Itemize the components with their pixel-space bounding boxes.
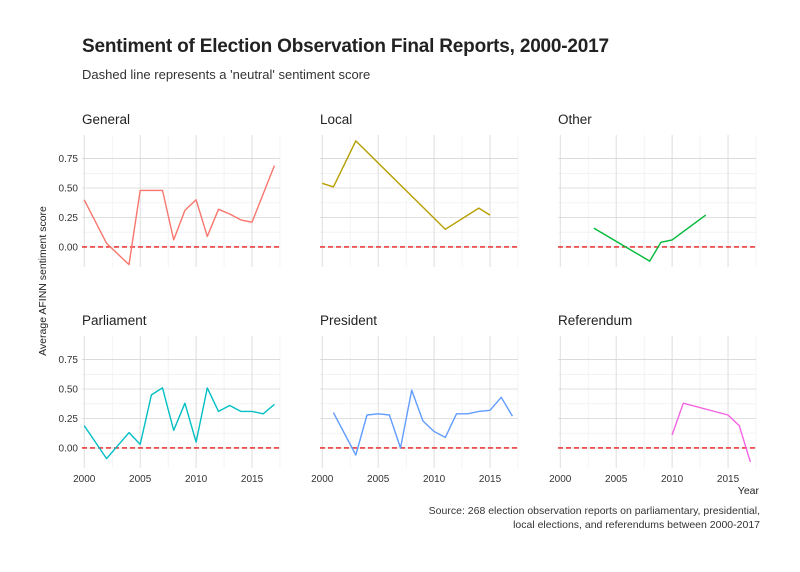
facet-title-other: Other <box>558 112 592 127</box>
y-tick-label: 0.75 <box>59 355 79 366</box>
x-tick-label: 2000 <box>311 474 334 485</box>
x-tick-label: 2000 <box>73 474 96 485</box>
y-tick-label: 0.00 <box>59 242 79 253</box>
source-caption: Source: 268 election observation reports… <box>340 505 760 532</box>
x-tick-label: 2000 <box>549 474 572 485</box>
x-tick-label: 2005 <box>367 474 390 485</box>
facet-title-referendum: Referendum <box>558 313 632 328</box>
series-line-local <box>321 140 491 231</box>
y-tick-label: 0.25 <box>59 414 79 425</box>
y-tick-label: 0.25 <box>59 213 79 224</box>
x-axis-label: Year <box>738 485 760 497</box>
x-tick-label: 2010 <box>185 474 208 485</box>
caption-line-1: Source: 268 election observation reports… <box>428 505 760 517</box>
x-tick-label: 2015 <box>479 474 502 485</box>
y-tick-label: 0.75 <box>59 154 79 165</box>
facet-title-general: General <box>82 112 130 127</box>
series-line-president <box>332 389 514 456</box>
y-tick-label: 0.50 <box>59 184 79 195</box>
caption-line-2: local elections, and referendums between… <box>513 518 760 531</box>
facet-title-local: Local <box>320 112 352 127</box>
x-tick-label: 2005 <box>605 474 628 485</box>
y-axis-label: Average AFINN sentiment score <box>37 206 49 356</box>
x-tick-label: 2005 <box>129 474 152 485</box>
chart-title: Sentiment of Election Observation Final … <box>82 36 609 57</box>
series-line-parliament <box>83 387 275 460</box>
series-line-general <box>83 165 276 266</box>
series-line-other <box>593 214 707 262</box>
facet-title-president: President <box>320 313 377 328</box>
x-tick-label: 2015 <box>241 474 264 485</box>
chart-subtitle: Dashed line represents a 'neutral' senti… <box>82 67 371 82</box>
series-line-referendum <box>671 402 752 463</box>
x-tick-label: 2010 <box>661 474 684 485</box>
facet-title-parliament: Parliament <box>82 313 147 328</box>
y-tick-label: 0.00 <box>59 443 79 454</box>
x-tick-label: 2010 <box>423 474 446 485</box>
x-tick-label: 2015 <box>717 474 740 485</box>
y-tick-label: 0.50 <box>59 385 79 396</box>
